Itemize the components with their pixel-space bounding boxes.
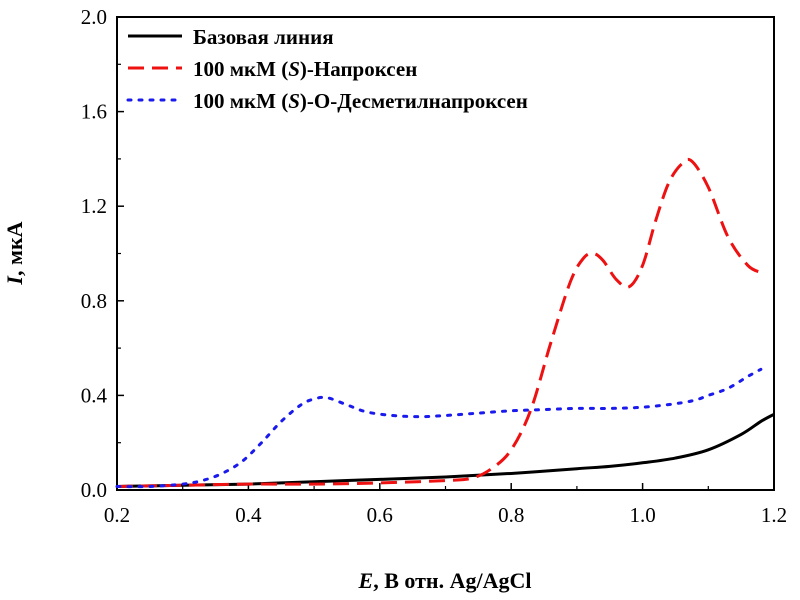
series-line-0 [116, 412, 775, 488]
axis-ticks: 0.2 0.4 0.6 0.8 1.0 1.2 0.0 0.4 0.8 1.2 1.6 2.0 [81, 5, 787, 527]
x-tick-label: 0.8 [498, 503, 524, 527]
x-tick-label: 1.2 [761, 503, 787, 527]
series-line-1 [116, 157, 762, 488]
y-tick-label: 0.4 [81, 383, 108, 407]
y-tick-label: 0.8 [81, 289, 107, 313]
series-line-2 [115, 367, 763, 489]
legend-label-2: 100 мкМ (S)-О-Десметилнапроксен [193, 89, 528, 113]
x-tick-label: 1.0 [629, 503, 655, 527]
legend-label-0: Базовая линия [193, 25, 334, 49]
legend-label-1: 100 мкМ (S)-Напроксен [193, 57, 417, 81]
y-tick-label: 2.0 [81, 5, 107, 29]
y-tick-label: 1.6 [81, 100, 107, 124]
y-axis-title: I, мкА [2, 221, 27, 285]
x-axis-title: E, В отн. Ag/AgCl [358, 568, 532, 593]
x-tick-label: 0.2 [104, 503, 130, 527]
legend: Базовая линия 100 мкМ (S)-Напроксен 100 мк… [126, 25, 528, 113]
y-tick-label: 0.0 [81, 478, 107, 502]
y-tick-label: 1.2 [81, 194, 107, 218]
plot-frame [116, 16, 775, 491]
series-layer [115, 157, 775, 489]
x-tick-label: 0.4 [235, 503, 262, 527]
x-tick-label: 0.6 [367, 503, 393, 527]
